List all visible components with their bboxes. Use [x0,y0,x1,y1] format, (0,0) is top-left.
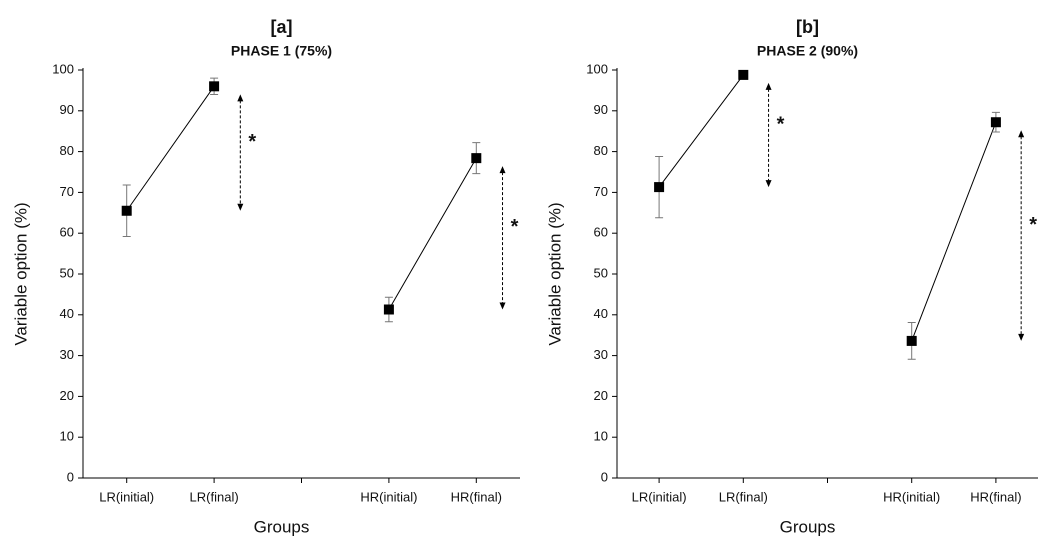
x-tick-label: HR(initial) [883,489,940,504]
arrow-head [499,302,506,310]
arrow-head [1018,333,1025,341]
data-point [738,69,749,80]
x-axis-label: Groups [254,517,310,536]
significance-label: * [1029,214,1037,236]
y-tick-label: 100 [586,61,608,76]
chart-title: PHASE 2 (90%) [757,43,858,59]
data-point [654,182,665,193]
panel-label: [b] [796,17,819,37]
data-point [383,304,394,315]
y-tick-label: 0 [601,469,608,484]
y-tick-label: 60 [594,225,608,240]
y-tick-label: 90 [60,102,74,117]
data-point [471,153,482,164]
y-tick-label: 20 [594,388,608,403]
arrow-head [1018,130,1025,138]
y-axis-label: Variable option (%) [11,202,30,345]
x-tick-label: LR(initial) [99,489,154,504]
y-tick-label: 50 [60,265,74,280]
y-tick-label: 20 [60,388,74,403]
y-axis-label: Variable option (%) [545,202,564,345]
y-tick-label: 10 [594,429,608,444]
chart-panel: [b] PHASE 2 (90%) Groups Variable option (%… [545,17,1038,536]
y-tick-label: 40 [60,306,74,321]
y-tick-label: 90 [594,102,608,117]
y-tick-label: 30 [60,347,74,362]
y-tick-label: 50 [594,265,608,280]
arrow-head [765,180,772,188]
y-tick-label: 70 [60,184,74,199]
arrow-head [237,203,244,211]
y-tick-label: 0 [67,469,74,484]
data-point [121,205,132,216]
x-tick-label: LR(initial) [632,489,687,504]
x-tick-label: LR(final) [190,489,239,504]
y-tick-label: 100 [52,61,74,76]
chart-title: PHASE 1 (75%) [231,43,332,59]
y-tick-label: 70 [594,184,608,199]
y-tick-label: 30 [594,347,608,362]
x-tick-label: HR(initial) [360,489,417,504]
data-point [990,117,1001,128]
y-tick-label: 80 [594,143,608,158]
y-tick-label: 40 [594,306,608,321]
data-line [658,74,997,342]
arrow-head [499,166,506,174]
x-tick-label: LR(final) [719,489,768,504]
significance-label: * [511,216,519,238]
panel-label: [a] [271,17,293,37]
x-axis-label: Groups [780,517,836,536]
significance-label: * [248,131,256,153]
y-tick-label: 80 [60,143,74,158]
y-tick-label: 10 [60,429,74,444]
arrow-head [765,82,772,90]
arrow-head [237,94,244,102]
data-point [209,81,220,92]
y-tick-label: 60 [60,225,74,240]
chart-panel: [a] PHASE 1 (75%) Groups Variable option (%… [11,17,520,536]
data-line [126,86,477,310]
x-tick-label: HR(final) [970,489,1021,504]
significance-label: * [777,113,785,135]
data-point [906,335,917,346]
x-tick-label: HR(final) [451,489,502,504]
